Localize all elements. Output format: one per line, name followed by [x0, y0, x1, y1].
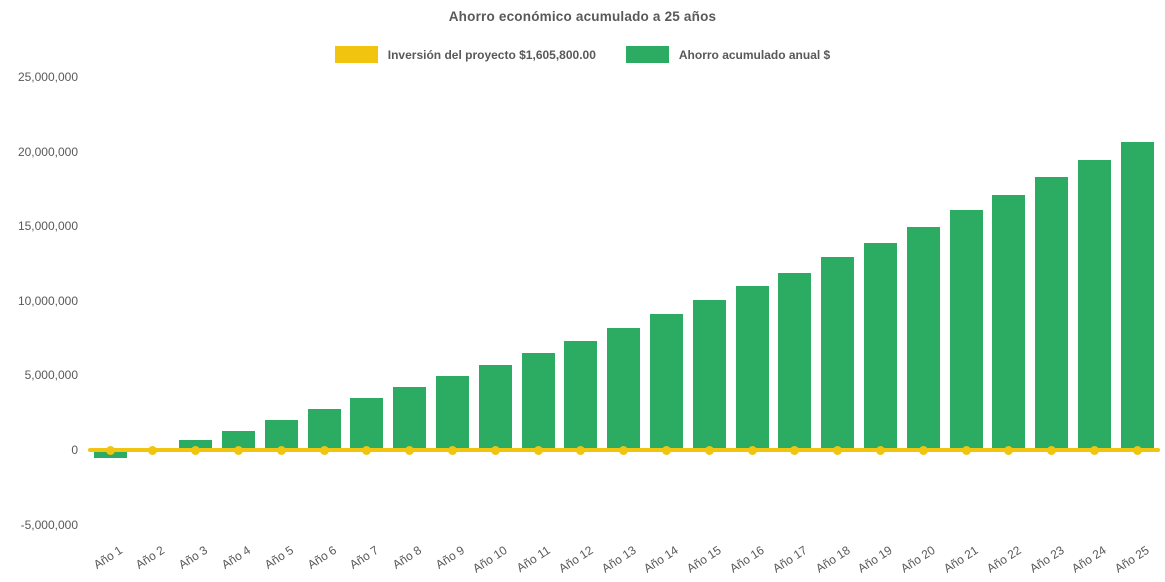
- x-axis-label-14: Año 14: [641, 543, 682, 576]
- investment-marker-19: [875, 445, 885, 455]
- bar-año-4: [221, 430, 255, 450]
- bar-año-21: [949, 210, 983, 450]
- investment-marker-14: [661, 445, 671, 455]
- legend-label-inversion: Inversión del proyecto $1,605,800.00: [387, 47, 596, 62]
- bar-año-18: [821, 257, 855, 450]
- legend: Inversión del proyecto $1,605,800.00 Aho…: [0, 46, 1165, 63]
- investment-marker-6: [319, 445, 329, 455]
- chart-title: Ahorro económico acumulado a 25 años: [448, 9, 717, 24]
- bar-año-24: [1077, 159, 1111, 450]
- x-axis-label-5: Año 5: [261, 543, 296, 572]
- x-axis-label-18: Año 18: [812, 543, 853, 576]
- investment-marker-23: [1047, 445, 1057, 455]
- investment-marker-5: [276, 445, 286, 455]
- investment-marker-21: [961, 445, 971, 455]
- x-axis-label-6: Año 6: [304, 543, 339, 572]
- y-axis-tick-25000000: 25,000,000: [17, 70, 78, 84]
- investment-marker-3: [191, 445, 201, 455]
- x-axis-label-20: Año 20: [898, 543, 938, 576]
- x-axis-label-17: Año 17: [769, 543, 810, 576]
- x-axis-label-21: Año 21: [941, 543, 981, 576]
- legend-item-inversion: Inversión del proyecto $1,605,800.00: [334, 46, 596, 63]
- x-axis-label-13: Año 13: [598, 543, 639, 576]
- investment-marker-20: [918, 445, 928, 455]
- investment-marker-10: [490, 445, 500, 455]
- bar-año-19: [863, 242, 897, 450]
- y-axis-tick-15000000: 15,000,000: [17, 219, 78, 234]
- x-axis-label-11: Año 11: [513, 543, 553, 575]
- bar-año-22: [992, 195, 1026, 450]
- bar-año-9: [435, 376, 469, 450]
- bar-año-5: [264, 420, 298, 450]
- bar-año-23: [1035, 176, 1069, 450]
- x-axis-label-9: Año 9: [433, 543, 468, 572]
- x-axis-label-15: Año 15: [684, 543, 724, 576]
- investment-marker-9: [447, 445, 457, 455]
- legend-swatch-inversion: [334, 46, 378, 63]
- investment-marker-2: [148, 445, 158, 455]
- investment-marker-25: [1132, 445, 1142, 455]
- x-axis-label-4: Año 4: [219, 543, 254, 572]
- y-axis-tick-0: 0: [71, 443, 78, 457]
- investment-marker-8: [405, 445, 415, 455]
- legend-label-ahorro: Ahorro acumulado anual $: [678, 47, 831, 62]
- bar-año-12: [564, 340, 598, 450]
- x-axis-label-19: Año 19: [855, 543, 896, 576]
- bar-año-16: [735, 286, 769, 450]
- investment-marker-16: [747, 445, 757, 455]
- x-axis-label-16: Año 16: [727, 543, 767, 576]
- x-axis-label-1: Año 1: [90, 543, 125, 572]
- bar-año-6: [307, 409, 341, 450]
- x-axis-label-2: Año 2: [133, 543, 168, 572]
- bar-año-15: [692, 300, 726, 450]
- bar-año-20: [906, 226, 940, 450]
- x-axis-label-3: Año 3: [176, 543, 211, 572]
- bar-año-11: [521, 352, 555, 450]
- legend-swatch-ahorro: [625, 46, 669, 63]
- x-axis-label-23: Año 23: [1026, 543, 1067, 576]
- x-axis-label-10: Año 10: [470, 543, 510, 576]
- investment-marker-11: [533, 445, 543, 455]
- y-axis-tick-5000000: 5,000,000: [24, 368, 78, 383]
- investment-marker-17: [790, 445, 800, 455]
- x-axis-label-25: Año 25: [1112, 543, 1152, 576]
- investment-marker-15: [704, 445, 714, 455]
- y-axis-tick--5000000: -5,000,000: [20, 517, 78, 532]
- investment-marker-13: [619, 445, 629, 455]
- bar-año-17: [778, 272, 812, 450]
- y-axis-tick-10000000: 10,000,000: [17, 293, 78, 308]
- investment-marker-22: [1004, 445, 1014, 455]
- bar-año-25: [1120, 141, 1154, 450]
- bar-año-10: [478, 364, 512, 450]
- x-axis-label-12: Año 12: [555, 543, 596, 576]
- x-axis-label-24: Año 24: [1069, 543, 1110, 576]
- investment-marker-18: [833, 445, 843, 455]
- legend-item-ahorro: Ahorro acumulado anual $: [625, 46, 831, 63]
- x-axis-label-7: Año 7: [347, 543, 382, 572]
- bar-año-14: [649, 313, 683, 450]
- y-axis-tick-20000000: 20,000,000: [17, 144, 78, 159]
- bar-año-13: [607, 327, 641, 450]
- bar-año-7: [350, 397, 384, 450]
- x-axis-label-22: Año 22: [983, 543, 1024, 576]
- x-axis-label-8: Año 8: [390, 543, 425, 572]
- investment-marker-4: [233, 445, 243, 455]
- investment-marker-24: [1089, 445, 1099, 455]
- investment-marker-1: [105, 445, 115, 455]
- bar-año-3: [179, 440, 213, 450]
- investment-marker-12: [576, 445, 586, 455]
- bar-año-8: [393, 386, 427, 450]
- investment-marker-7: [362, 445, 372, 455]
